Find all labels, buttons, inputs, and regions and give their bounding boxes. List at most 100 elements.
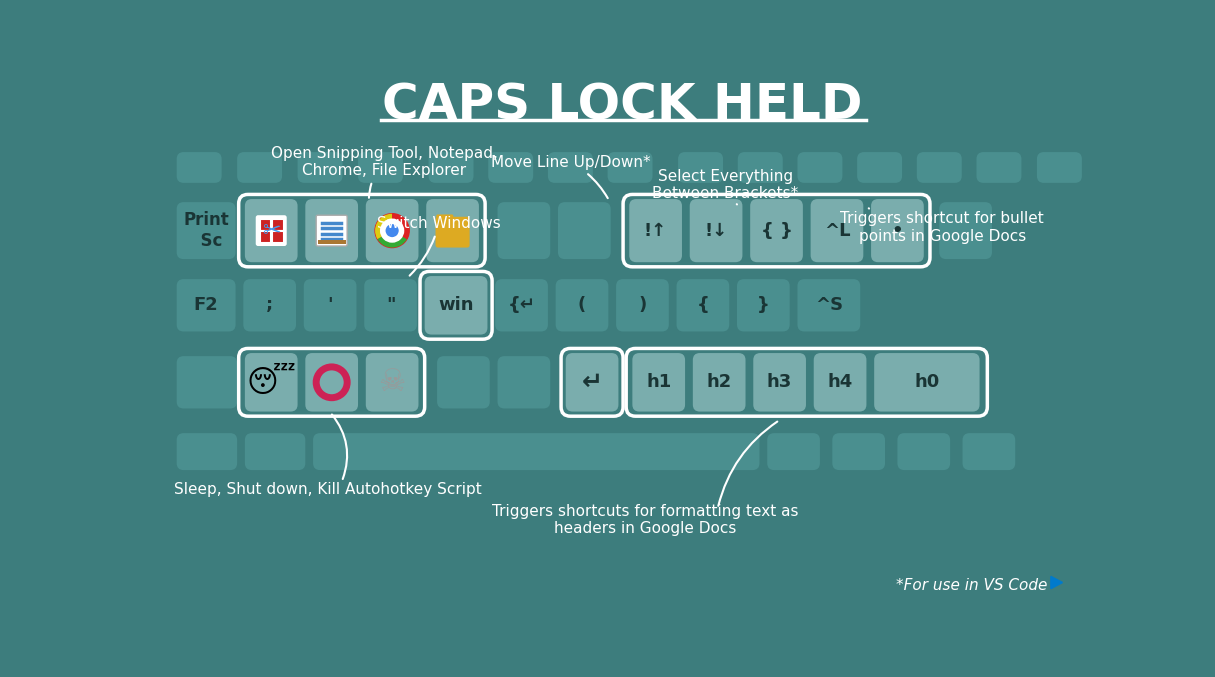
Text: F2: F2 <box>193 297 219 314</box>
FancyBboxPatch shape <box>488 152 533 183</box>
FancyBboxPatch shape <box>977 152 1022 183</box>
FancyBboxPatch shape <box>810 199 864 262</box>
Text: h1: h1 <box>646 373 672 391</box>
FancyBboxPatch shape <box>255 215 287 246</box>
FancyBboxPatch shape <box>243 279 296 332</box>
FancyBboxPatch shape <box>497 356 550 408</box>
FancyBboxPatch shape <box>272 219 283 231</box>
FancyBboxPatch shape <box>260 219 271 231</box>
FancyBboxPatch shape <box>436 215 453 222</box>
Text: ): ) <box>638 297 646 314</box>
FancyBboxPatch shape <box>566 353 618 412</box>
Text: {↵: {↵ <box>508 297 536 314</box>
Text: }: } <box>757 297 770 314</box>
FancyBboxPatch shape <box>425 276 487 334</box>
FancyBboxPatch shape <box>939 202 991 259</box>
FancyBboxPatch shape <box>298 152 343 183</box>
FancyBboxPatch shape <box>305 199 358 262</box>
FancyBboxPatch shape <box>304 279 356 332</box>
FancyBboxPatch shape <box>272 232 283 243</box>
FancyBboxPatch shape <box>176 202 236 259</box>
FancyBboxPatch shape <box>364 279 417 332</box>
FancyBboxPatch shape <box>677 279 729 332</box>
Text: h0: h0 <box>914 373 939 391</box>
FancyBboxPatch shape <box>797 152 842 183</box>
FancyBboxPatch shape <box>874 353 979 412</box>
FancyBboxPatch shape <box>629 199 682 262</box>
FancyBboxPatch shape <box>305 353 358 412</box>
FancyBboxPatch shape <box>245 353 298 412</box>
Circle shape <box>375 214 409 248</box>
FancyBboxPatch shape <box>245 433 305 470</box>
FancyBboxPatch shape <box>437 356 490 408</box>
FancyBboxPatch shape <box>753 353 806 412</box>
FancyBboxPatch shape <box>738 152 782 183</box>
FancyBboxPatch shape <box>832 433 885 470</box>
FancyBboxPatch shape <box>176 279 236 332</box>
FancyBboxPatch shape <box>435 217 470 248</box>
Circle shape <box>385 223 400 238</box>
FancyBboxPatch shape <box>176 356 237 408</box>
Text: Select Everything
Between Brackets*: Select Everything Between Brackets* <box>652 169 798 204</box>
Text: CAPS LOCK HELD: CAPS LOCK HELD <box>382 82 863 130</box>
FancyBboxPatch shape <box>917 152 962 183</box>
Text: Switch Windows: Switch Windows <box>377 216 501 276</box>
FancyBboxPatch shape <box>558 202 611 259</box>
Text: h3: h3 <box>767 373 792 391</box>
Text: win: win <box>439 297 474 314</box>
FancyBboxPatch shape <box>1036 152 1081 183</box>
Text: ;: ; <box>266 297 273 314</box>
Text: {: { <box>696 297 710 314</box>
FancyBboxPatch shape <box>245 199 298 262</box>
FancyBboxPatch shape <box>857 152 902 183</box>
FancyBboxPatch shape <box>738 279 790 332</box>
FancyBboxPatch shape <box>366 353 418 412</box>
FancyBboxPatch shape <box>316 215 347 246</box>
FancyBboxPatch shape <box>497 202 550 259</box>
Polygon shape <box>1051 576 1062 589</box>
FancyBboxPatch shape <box>898 433 950 470</box>
Wedge shape <box>392 214 409 239</box>
FancyBboxPatch shape <box>429 152 474 183</box>
Text: ✂: ✂ <box>262 221 281 240</box>
FancyBboxPatch shape <box>693 353 746 412</box>
FancyBboxPatch shape <box>358 152 403 183</box>
Text: Move Line Up/Down*: Move Line Up/Down* <box>491 154 650 198</box>
FancyBboxPatch shape <box>767 433 820 470</box>
FancyBboxPatch shape <box>237 152 282 183</box>
FancyBboxPatch shape <box>814 353 866 412</box>
FancyBboxPatch shape <box>548 152 593 183</box>
Text: ☠: ☠ <box>378 368 406 397</box>
Text: !↑: !↑ <box>644 221 667 240</box>
FancyBboxPatch shape <box>797 279 860 332</box>
FancyBboxPatch shape <box>632 353 685 412</box>
Text: Open Snipping Tool, Notepad,
Chrome, File Explorer: Open Snipping Tool, Notepad, Chrome, Fil… <box>271 146 498 198</box>
FancyBboxPatch shape <box>426 199 479 262</box>
FancyBboxPatch shape <box>366 199 418 262</box>
Text: h2: h2 <box>707 373 731 391</box>
Text: *For use in VS Code: *For use in VS Code <box>895 578 1047 593</box>
FancyBboxPatch shape <box>616 279 668 332</box>
FancyBboxPatch shape <box>750 199 803 262</box>
FancyBboxPatch shape <box>496 279 548 332</box>
FancyBboxPatch shape <box>608 152 652 183</box>
FancyBboxPatch shape <box>318 240 345 244</box>
Wedge shape <box>375 214 392 239</box>
Text: Sleep, Shut down, Kill Autohotkey Script: Sleep, Shut down, Kill Autohotkey Script <box>174 482 481 497</box>
FancyBboxPatch shape <box>871 199 923 262</box>
Text: ^L: ^L <box>824 221 850 240</box>
Text: Triggers shortcuts for formatting text as
headers in Google Docs: Triggers shortcuts for formatting text a… <box>492 504 798 536</box>
Text: ↵: ↵ <box>582 370 603 394</box>
Text: Print
  Sc: Print Sc <box>183 211 228 250</box>
FancyBboxPatch shape <box>260 232 271 243</box>
Text: 😴: 😴 <box>247 367 295 398</box>
Text: { }: { } <box>761 221 792 240</box>
Text: ': ' <box>327 297 333 314</box>
FancyBboxPatch shape <box>313 433 759 470</box>
Text: h4: h4 <box>827 373 853 391</box>
Text: Triggers shortcut for bullet
points in Google Docs: Triggers shortcut for bullet points in G… <box>841 209 1044 244</box>
FancyBboxPatch shape <box>176 152 221 183</box>
FancyBboxPatch shape <box>690 199 742 262</box>
FancyBboxPatch shape <box>962 433 1016 470</box>
Text: !↓: !↓ <box>705 221 728 240</box>
